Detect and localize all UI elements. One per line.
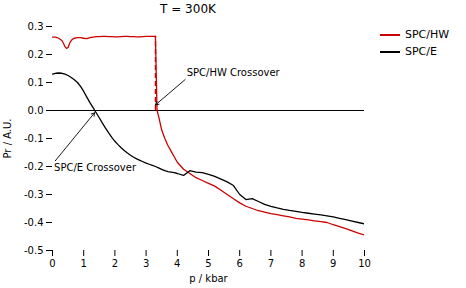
svg-text:8: 8 xyxy=(299,258,305,269)
svg-text:SPC/HW Crossover: SPC/HW Crossover xyxy=(187,67,281,78)
svg-text:7: 7 xyxy=(268,258,274,269)
html-text:SPC/E: SPC/E xyxy=(405,45,437,58)
svg-text:4: 4 xyxy=(174,258,180,269)
svg-text:-0.1: -0.1 xyxy=(24,133,44,144)
svg-text:9: 9 xyxy=(330,258,336,269)
svg-text:Pr / A.U.: Pr / A.U. xyxy=(2,118,13,158)
svg-text:0.3: 0.3 xyxy=(28,21,44,32)
svg-text:-0.4: -0.4 xyxy=(24,217,44,228)
html-text:SPC/HW: SPC/HW xyxy=(405,28,450,41)
svg-text:SPC/E Crossover: SPC/E Crossover xyxy=(54,162,137,173)
svg-text:0.2: 0.2 xyxy=(28,49,44,60)
svg-text:2: 2 xyxy=(112,258,118,269)
svg-text:-0.3: -0.3 xyxy=(24,189,44,200)
svg-text:-0.5: -0.5 xyxy=(24,245,44,256)
svg-text:0.1: 0.1 xyxy=(28,77,44,88)
svg-text:10: 10 xyxy=(358,258,371,269)
svg-text:3: 3 xyxy=(143,258,149,269)
html-text:T = 300K: T = 300K xyxy=(160,2,216,16)
svg-text:p / kbar: p / kbar xyxy=(189,273,228,284)
svg-text:5: 5 xyxy=(205,258,211,269)
svg-text:6: 6 xyxy=(237,258,243,269)
svg-text:1: 1 xyxy=(81,258,87,269)
svg-text:0: 0 xyxy=(49,258,55,269)
svg-text:0.0: 0.0 xyxy=(28,105,44,116)
svg-text:-0.2: -0.2 xyxy=(24,161,44,172)
